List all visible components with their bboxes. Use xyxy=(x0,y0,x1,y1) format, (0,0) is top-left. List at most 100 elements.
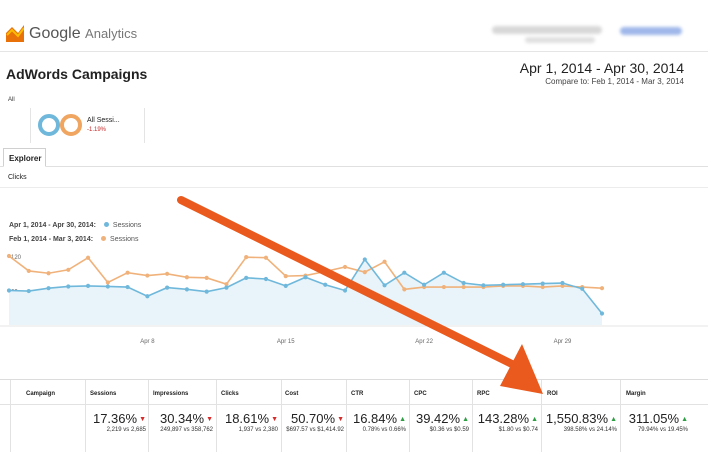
current-series-point xyxy=(481,283,486,288)
column-header-clicks[interactable]: Clicks xyxy=(221,391,239,397)
top-bar: Google Analytics xyxy=(0,0,708,52)
x-tick-label: Apr 15 xyxy=(277,339,295,345)
legend-previous-range: Feb 1, 2014 - Mar 3, 2014: xyxy=(9,236,94,243)
table-column-separator xyxy=(541,380,542,452)
current-series-point xyxy=(66,284,71,289)
table-column-separator xyxy=(472,380,473,452)
change-percent: 50.70% ▼ xyxy=(286,411,344,426)
current-series-point xyxy=(263,276,269,282)
previous-series-point xyxy=(66,267,71,272)
current-series-point xyxy=(6,288,12,293)
segment-name[interactable]: All Sessi... xyxy=(87,117,120,124)
current-series-point xyxy=(283,283,288,288)
previous-series-point xyxy=(6,253,12,259)
metric-selector[interactable]: Clicks xyxy=(8,174,27,181)
legend-current-dot xyxy=(103,222,109,227)
previous-series-point xyxy=(342,264,348,270)
current-series-point xyxy=(204,289,209,294)
legend-current-range: Apr 1, 2014 - Apr 30, 2014: xyxy=(9,222,96,229)
change-value: 17.36% xyxy=(92,411,138,426)
current-series-point xyxy=(362,257,367,262)
change-value: 311.05% xyxy=(628,411,680,426)
current-series-point xyxy=(224,285,229,290)
change-percent: 30.34% ▼ xyxy=(160,411,213,426)
metric-cell-rpc: 143.28% ▲ $1.80 vs $0.74 xyxy=(478,411,538,435)
column-header-sessions[interactable]: Sessions xyxy=(90,391,117,397)
table-top-border xyxy=(0,379,708,380)
current-series-point xyxy=(402,270,407,275)
column-header-campaign[interactable]: Campaign xyxy=(26,391,56,397)
change-percent: 18.61% ▼ xyxy=(225,411,278,426)
y-tick-label: 120 xyxy=(11,255,22,261)
arrow-up-icon: ▲ xyxy=(610,416,617,423)
change-percent: 1,550.83% ▲ xyxy=(546,411,617,426)
change-value: 16.84% xyxy=(352,411,398,426)
previous-series-point xyxy=(263,255,269,260)
change-percent: 16.84% ▲ xyxy=(353,411,406,426)
current-series-point xyxy=(165,285,170,290)
current-series-point xyxy=(560,280,565,286)
comparison-values: 79.94% vs 19.45% xyxy=(637,427,688,433)
current-series-point xyxy=(26,288,31,294)
arrow-down-icon: ▼ xyxy=(271,416,278,423)
change-percent: 17.36% ▼ xyxy=(93,411,146,426)
previous-series-point xyxy=(85,255,91,260)
change-value: 18.61% xyxy=(224,411,270,426)
current-series-point xyxy=(461,280,466,286)
previous-series-point xyxy=(461,284,466,290)
current-series-point xyxy=(244,275,249,280)
current-series-point xyxy=(540,281,545,286)
column-header-cpc[interactable]: CPC xyxy=(414,391,427,397)
current-series-point xyxy=(184,287,189,292)
column-header-ctr[interactable]: CTR xyxy=(351,391,364,397)
current-series-point xyxy=(520,282,526,287)
legend-current-series: Sessions xyxy=(112,222,142,229)
legend-previous-series: Sessions xyxy=(110,236,139,243)
segment-card[interactable] xyxy=(30,108,145,143)
metric-cell-sessions: 17.36% ▼ 2,219 vs 2,685 xyxy=(93,411,146,435)
column-header-cost[interactable]: Cost xyxy=(285,391,299,397)
table-column-separator xyxy=(216,380,217,452)
comparison-values: $697.57 vs $1,414.92 xyxy=(286,427,344,433)
arrow-down-icon: ▼ xyxy=(337,416,344,423)
comparison-values: 2,219 vs 2,685 xyxy=(106,427,146,433)
segment-change: -1.19% xyxy=(87,127,107,133)
column-header-margin[interactable]: Margin xyxy=(626,391,646,397)
column-header-roi[interactable]: ROI xyxy=(547,391,558,397)
previous-series-point xyxy=(46,271,51,276)
previous-series-point xyxy=(165,271,170,276)
section-divider xyxy=(0,187,708,188)
change-percent: 143.28% ▲ xyxy=(478,411,538,426)
page-title: AdWords Campaigns xyxy=(6,66,148,82)
comparison-values: 1,937 vs 2,380 xyxy=(238,427,278,433)
date-range-picker[interactable]: Apr 1, 2014 - Apr 30, 2014 xyxy=(519,60,684,76)
comparison-values: 398.58% vs 24.14% xyxy=(563,427,617,433)
annotation-arrow-head xyxy=(500,344,543,394)
arrow-up-icon: ▲ xyxy=(399,416,406,423)
account-link[interactable] xyxy=(620,27,682,35)
previous-series-point xyxy=(362,270,367,275)
change-value: 1,550.83% xyxy=(545,411,609,426)
compare-date-range[interactable]: Compare to: Feb 1, 2014 - Mar 3, 2014 xyxy=(545,77,684,86)
previous-series-point xyxy=(204,275,209,280)
metric-cell-cost: 50.70% ▼ $697.57 vs $1,414.92 xyxy=(286,411,344,435)
table-column-separator xyxy=(10,380,11,452)
previous-series-point xyxy=(145,273,150,278)
arrow-up-icon: ▲ xyxy=(462,416,469,423)
metric-cell-cpc: 39.42% ▲ $0.36 vs $0.59 xyxy=(416,411,469,435)
arrow-up-icon: ▲ xyxy=(681,416,688,423)
arrow-up-icon: ▲ xyxy=(531,416,538,423)
change-value: 39.42% xyxy=(415,411,461,426)
current-series-point xyxy=(342,288,348,293)
account-name[interactable] xyxy=(492,26,602,34)
change-value: 30.34% xyxy=(159,411,205,426)
column-header-impressions[interactable]: Impressions xyxy=(153,391,189,397)
analytics-logo-icon[interactable] xyxy=(6,24,24,42)
current-series-point xyxy=(382,283,387,288)
column-header-rpc[interactable]: RPC xyxy=(477,391,490,397)
tab-explorer[interactable]: Explorer xyxy=(3,148,46,167)
table-column-separator xyxy=(409,380,410,452)
legend-previous-dot xyxy=(101,236,107,241)
x-tick-label: Apr 29 xyxy=(554,339,572,345)
